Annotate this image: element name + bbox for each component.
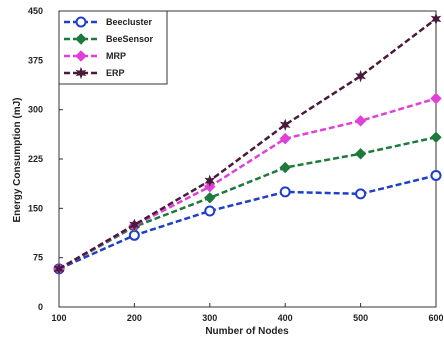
- data-point-erp: [204, 174, 216, 187]
- data-point-erp: [279, 118, 291, 131]
- data-point-erp: [53, 262, 65, 276]
- y-tick-label: 225: [28, 154, 43, 164]
- y-tick-label: 450: [28, 6, 43, 16]
- data-point-beecluster: [279, 186, 291, 198]
- legend-item-beecluster: Beecluster: [64, 16, 153, 28]
- series-line-erp: [58, 17, 437, 270]
- data-point-beesensor: [354, 148, 367, 160]
- data-point-beesensor: [204, 192, 216, 204]
- series-line-beesensor: [58, 136, 437, 270]
- data-point-erp: [430, 12, 442, 26]
- legend-marker: [75, 33, 87, 45]
- legend-label: MRP: [106, 51, 126, 61]
- legend-item-mrp: MRP: [64, 50, 126, 62]
- data-point-mrp: [279, 132, 291, 145]
- series-line-beecluster: [58, 174, 437, 270]
- y-axis-label: Energy Consumption (mJ): [12, 97, 23, 222]
- legend-item-erp: ERP: [64, 66, 125, 80]
- legend: Beecluster BeeSensor MRP ERP: [58, 10, 168, 85]
- data-point-beecluster: [355, 188, 367, 200]
- y-tick-label: 150: [28, 203, 43, 213]
- data-point-beecluster: [204, 205, 216, 217]
- data-point-mrp: [354, 115, 367, 127]
- legend-marker: [75, 16, 87, 28]
- y-tick-label: 0: [38, 302, 43, 312]
- series-erp: [53, 12, 442, 276]
- x-tick-label: 200: [127, 313, 142, 323]
- x-tick-label: 500: [353, 313, 368, 323]
- x-tick-label: 100: [51, 313, 66, 323]
- y-tick-label: 300: [28, 105, 43, 115]
- x-tick-label: 300: [202, 313, 217, 323]
- x-axis-ticks: 100 200 300 400 500 600: [51, 303, 444, 323]
- data-point-erp: [129, 218, 140, 231]
- legend-item-beesensor: BeeSensor: [64, 33, 154, 45]
- y-tick-label: 375: [28, 55, 43, 65]
- legend-marker: [75, 50, 87, 62]
- series-layer: [53, 12, 442, 276]
- x-tick-label: 600: [428, 313, 443, 323]
- legend-marker: [75, 66, 87, 80]
- data-point-beecluster: [430, 169, 442, 181]
- x-axis-label: Number of Nodes: [205, 326, 289, 337]
- legend-label: ERP: [106, 68, 125, 78]
- data-point-beesensor: [279, 161, 291, 174]
- y-tick-label: 75: [33, 253, 43, 263]
- data-point-mrp: [430, 92, 442, 105]
- x-tick-label: 400: [278, 313, 293, 323]
- series-beecluster: [53, 169, 442, 275]
- data-point-erp: [355, 69, 366, 83]
- legend-label: Beecluster: [106, 17, 153, 27]
- data-point-beesensor: [430, 131, 442, 144]
- legend-label: BeeSensor: [106, 34, 154, 44]
